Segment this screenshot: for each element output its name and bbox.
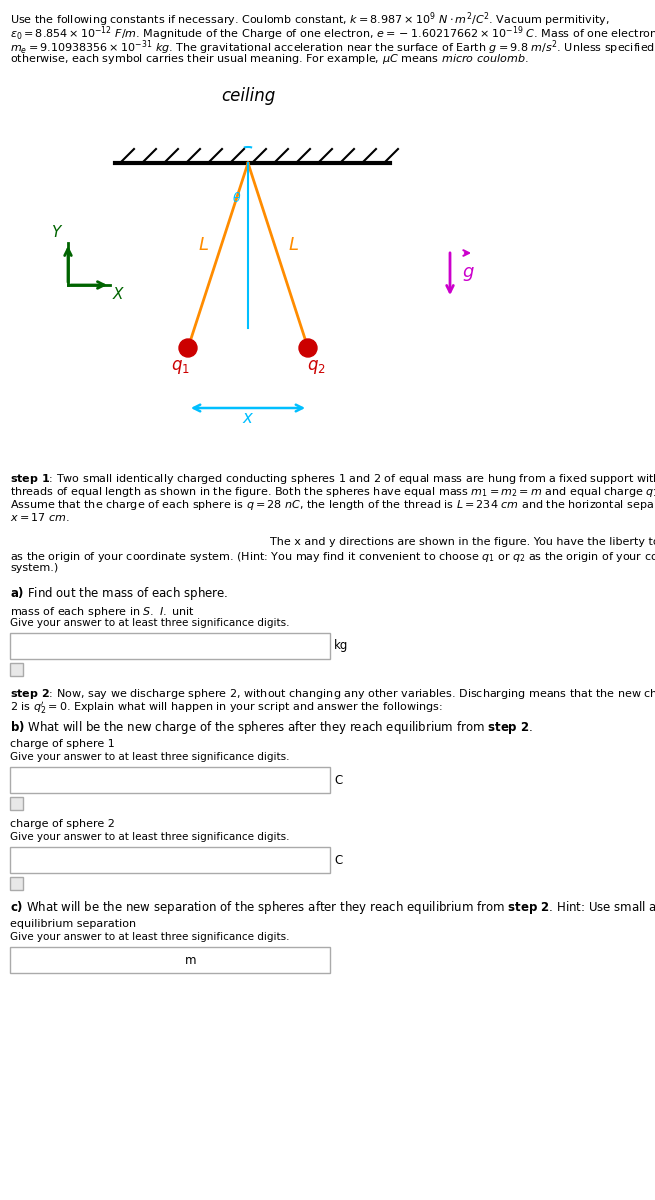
Text: L: L: [199, 236, 209, 254]
Text: m: m: [185, 954, 196, 966]
Text: X: X: [113, 287, 124, 302]
Circle shape: [179, 338, 197, 358]
FancyBboxPatch shape: [10, 767, 330, 793]
Text: $\theta$: $\theta$: [233, 191, 242, 205]
FancyBboxPatch shape: [10, 797, 23, 810]
FancyBboxPatch shape: [10, 847, 330, 874]
FancyBboxPatch shape: [10, 947, 330, 973]
Text: ceiling: ceiling: [221, 86, 275, 104]
Text: Assume that the charge of each sphere is $q = 28\ nC$, the length of the thread : Assume that the charge of each sphere is…: [10, 498, 655, 512]
Text: otherwise, each symbol carries their usual meaning. For example, $\mu C$ means $: otherwise, each symbol carries their usu…: [10, 52, 529, 66]
Text: $\mathbf{c)}$ What will be the new separation of the spheres after they reach eq: $\mathbf{c)}$ What will be the new separ…: [10, 899, 655, 916]
Text: $\mathbf{step\ 1}$: Two small identically charged conducting spheres 1 and 2 of : $\mathbf{step\ 1}$: Two small identicall…: [10, 472, 655, 486]
Text: Y: Y: [51, 226, 61, 240]
Text: $x$: $x$: [242, 409, 254, 427]
Text: 2 is $q_2' = 0$. Explain what will happen in your script and answer the followin: 2 is $q_2' = 0$. Explain what will happe…: [10, 700, 443, 716]
Text: $\mathbf{step\ 2}$: Now, say we discharge sphere 2, without changing any other v: $\mathbf{step\ 2}$: Now, say we discharg…: [10, 686, 655, 701]
Text: $x = 17\ cm$.: $x = 17\ cm$.: [10, 511, 69, 523]
Text: $\epsilon_0 = 8.854 \times 10^{-12}\ F/m$. Magnitude of the Charge of one electr: $\epsilon_0 = 8.854 \times 10^{-12}\ F/m…: [10, 24, 655, 42]
Text: system.): system.): [10, 563, 58, 572]
Text: Use the following constants if necessary. Coulomb constant, $k = 8.987 \times 10: Use the following constants if necessary…: [10, 10, 610, 29]
Text: $\mathbf{b)}$ What will be the new charge of the spheres after they reach equili: $\mathbf{b)}$ What will be the new charg…: [10, 719, 533, 736]
FancyBboxPatch shape: [10, 662, 23, 676]
Text: C: C: [334, 774, 343, 786]
Text: mass of each sphere in $S.\ I.$ unit: mass of each sphere in $S.\ I.$ unit: [10, 605, 195, 619]
Text: The x and y directions are shown in the figure. You have the liberty to choose a: The x and y directions are shown in the …: [270, 538, 655, 547]
Text: kg: kg: [334, 640, 348, 653]
Text: $q_2$: $q_2$: [307, 358, 326, 376]
Text: C: C: [334, 853, 343, 866]
Text: equilibrium separation: equilibrium separation: [10, 919, 136, 929]
Text: Give your answer to at least three significance digits.: Give your answer to at least three signi…: [10, 832, 290, 842]
Text: as the origin of your coordinate system. (Hint: You may find it convenient to ch: as the origin of your coordinate system.…: [10, 550, 655, 564]
Text: charge of sphere 1: charge of sphere 1: [10, 739, 115, 749]
Text: $q_1$: $q_1$: [170, 358, 189, 376]
Text: Give your answer to at least three significance digits.: Give your answer to at least three signi…: [10, 932, 290, 942]
Text: L: L: [289, 236, 299, 254]
Text: Give your answer to at least three significance digits.: Give your answer to at least three signi…: [10, 752, 290, 762]
Text: Give your answer to at least three significance digits.: Give your answer to at least three signi…: [10, 618, 290, 628]
Text: $\mathbf{a)}$ Find out the mass of each sphere.: $\mathbf{a)}$ Find out the mass of each …: [10, 584, 228, 602]
Text: $g$: $g$: [462, 265, 475, 283]
FancyBboxPatch shape: [10, 877, 23, 890]
Text: charge of sphere 2: charge of sphere 2: [10, 818, 115, 829]
Text: threads of equal length as shown in the figure. Both the spheres have equal mass: threads of equal length as shown in the …: [10, 485, 655, 499]
FancyBboxPatch shape: [10, 634, 330, 659]
Circle shape: [299, 338, 317, 358]
Text: $m_e = 9.10938356 \times 10^{-31}\ kg$. The gravitational acceleration near the : $m_e = 9.10938356 \times 10^{-31}\ kg$. …: [10, 38, 655, 56]
